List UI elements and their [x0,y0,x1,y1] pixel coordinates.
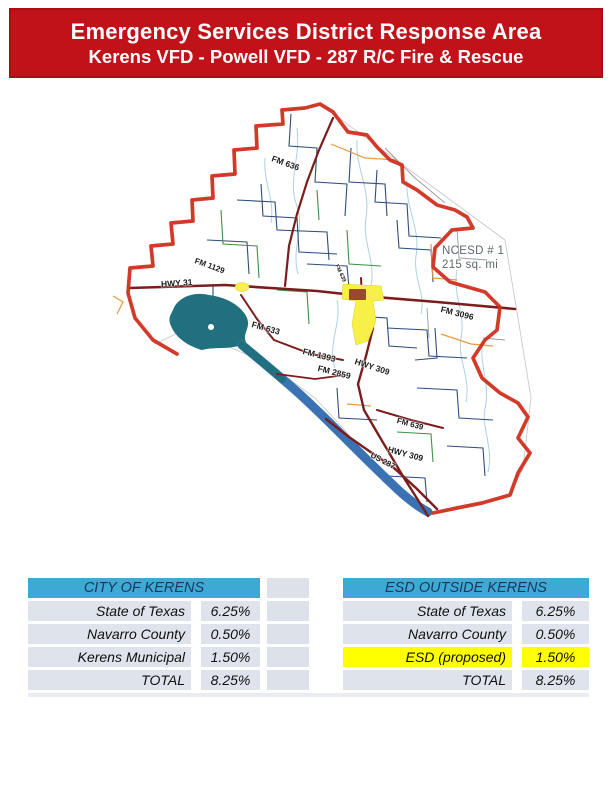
table-esd-outside-kerens: ESD OUTSIDE KERENS State of Texas 6.25% … [343,578,589,690]
spacer-cell [267,624,309,644]
table-city-of-kerens: CITY OF KERENS State of Texas 6.25% Nava… [28,578,260,690]
spacer-cell [267,578,309,598]
table-cell-label: Navarro County [343,624,512,644]
table-cell-value: 8.25% [522,670,589,690]
town-kerens [341,283,385,346]
table-cell-label-highlighted: ESD (proposed) [343,647,512,667]
table-cell-value: 6.25% [522,601,589,621]
page-title: Emergency Services District Response Are… [70,18,542,44]
table-header: CITY OF KERENS [28,578,260,598]
region-note: NCESD # 1 215 sq. mi [442,245,504,272]
title-banner: Emergency Services District Response Are… [9,8,603,78]
highways [128,116,517,518]
table-bottom-edge [28,693,589,697]
region-note-line2: 215 sq. mi [442,258,499,271]
table-cell-value: 8.25% [201,670,260,690]
lake-island [208,324,214,330]
table-cell-label: Kerens Municipal [28,647,191,667]
table-cell-value: 0.50% [522,624,589,644]
spacer-cell [267,601,309,621]
reservoir-lake [169,293,433,517]
table-cell-value: 0.50% [201,624,260,644]
county-road-network [112,113,506,503]
table-cell-value-highlighted: 1.50% [522,647,589,667]
table-header: ESD OUTSIDE KERENS [343,578,589,598]
table-cell-label: TOTAL [343,670,512,690]
district-map-svg [112,102,532,518]
town-powell [234,282,250,292]
table-cell-label: TOTAL [28,670,191,690]
table-cell-value: 6.25% [201,601,260,621]
table-cell-label: State of Texas [28,601,191,621]
table-cell-label: State of Texas [343,601,512,621]
table-cell-value: 1.50% [201,647,260,667]
table-spacer-column [267,578,309,690]
district-map: NCESD # 1 215 sq. mi FM 636 FM 1129 HWY 31… [85,88,555,533]
creeks [264,127,491,473]
table-cell-label: Navarro County [28,624,191,644]
esd-boundary [126,102,532,515]
page-subtitle: Kerens VFD - Powell VFD - 287 R/C Fire &… [88,45,524,67]
spacer-cell [267,670,309,690]
spacer-cell [267,647,309,667]
region-note-line1: NCESD # 1 [442,245,505,257]
